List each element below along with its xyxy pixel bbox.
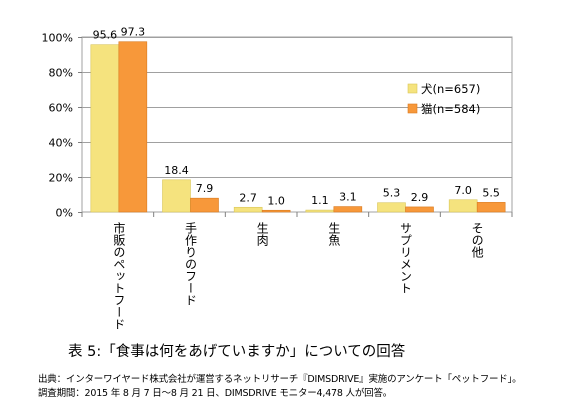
x-category-label: その他 [470, 222, 484, 258]
y-tick-label: 60% [49, 102, 73, 115]
data-label: 97.3 [121, 26, 146, 39]
legend: 犬(n=657) 猫(n=584) [407, 82, 480, 116]
data-label: 5.3 [383, 187, 401, 200]
bar-chart: 0%20%40%60%80%100% 95.618.42.7 1.15.3 7.09… [42, 26, 513, 330]
y-tick-label: 40% [49, 137, 73, 150]
data-label: 7.9 [196, 182, 214, 195]
x-category-label: 市販のペットフード [112, 221, 126, 330]
y-tick-labels: 0% 20% 40% 60% 80% 100% [42, 32, 73, 220]
bar [448, 199, 478, 213]
bar [476, 202, 506, 213]
bar [261, 209, 291, 213]
bar [405, 206, 434, 213]
data-label: 5.5 [482, 186, 500, 199]
bar [233, 206, 263, 213]
y-tick-label: 0% [56, 207, 73, 220]
data-labels: 95.6 18.4 2.7 1.1 5.3 7.0 97.3 7.9 1.0 3.1 2.9 5.5 [93, 26, 500, 208]
x-category-label: 生魚 [327, 222, 341, 247]
data-label: 1.1 [311, 194, 329, 207]
data-label: 7.0 [454, 184, 472, 197]
bars [90, 41, 506, 213]
data-label: 2.9 [411, 191, 429, 204]
legend-swatch [407, 103, 418, 114]
bar [333, 206, 363, 213]
data-label: 1.0 [267, 194, 285, 207]
y-tick-label: 100% [42, 32, 73, 45]
x-category-labels: 市販のペットフード 手作りのフード 生肉 生魚 サプリメント その他 [112, 221, 484, 330]
survey-period-note: 調査期間：2015 年 8 月 7 日～8 月 21 日、DIMSDRIVE モ… [38, 388, 393, 399]
chart-caption: 表 5:「食事は何をあげていますか」についての回答 [68, 344, 406, 360]
x-category-label: サプリメント [399, 222, 413, 294]
y-tick-label: 80% [49, 67, 73, 80]
legend-label: 猫(n=584) [421, 102, 480, 116]
bar [305, 209, 335, 213]
x-category-label: 生肉 [255, 222, 269, 246]
bar [190, 197, 219, 213]
bar [377, 202, 406, 213]
y-tick-label: 20% [49, 172, 73, 185]
x-category-label: 手作りのフード [184, 222, 198, 306]
bar [162, 179, 191, 213]
data-label: 3.1 [339, 191, 357, 204]
legend-label: 犬(n=657) [421, 82, 480, 96]
data-label: 95.6 [93, 29, 118, 42]
source-note: 出典：インターワイヤード株式会社が運営するネットリサーチ『DIMSDRIVE』実… [38, 374, 522, 385]
data-label: 18.4 [164, 164, 189, 177]
data-label: 2.7 [239, 191, 257, 204]
bar [118, 41, 148, 213]
axes [78, 36, 513, 217]
legend-swatch [407, 83, 418, 94]
bar [90, 44, 120, 213]
